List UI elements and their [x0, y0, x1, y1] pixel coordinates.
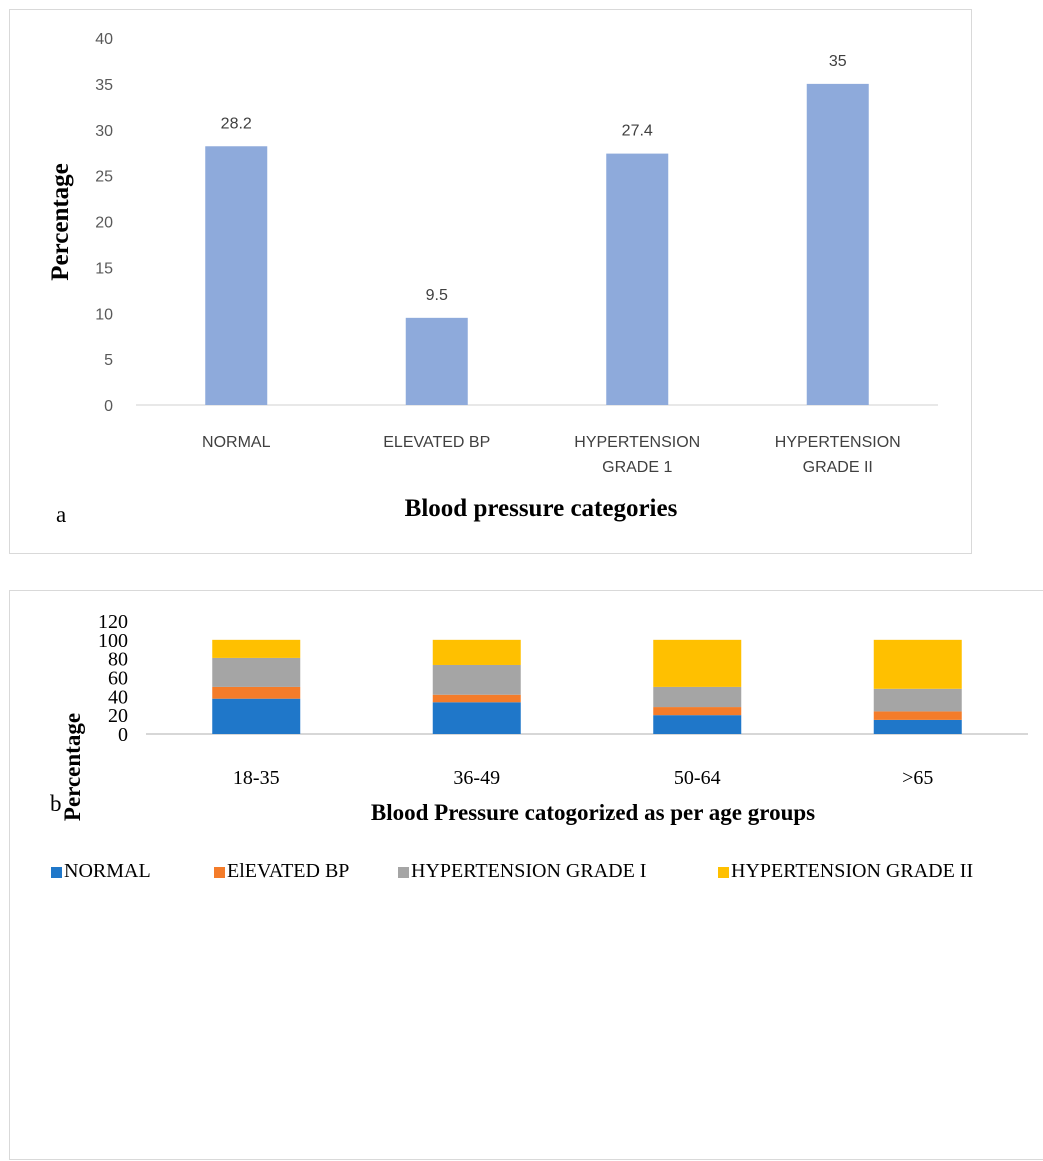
stacked-bar-segment	[432, 664, 521, 695]
legend-label: ElEVATED BP	[227, 860, 349, 882]
legend-label: HYPERTENSION GRADE II	[731, 860, 973, 882]
legend-item: NORMAL	[51, 860, 151, 882]
y-tick-label: 0	[104, 398, 113, 415]
x-tick-label: HYPERTENSION	[775, 434, 901, 451]
y-tick-label: 0	[118, 724, 128, 746]
legend-label: NORMAL	[64, 860, 151, 882]
stacked-bar-segment	[653, 715, 742, 734]
chart-panel-a: 0 5 10 15 20 25 30 35 40 28.2 NORMAL 9.5 ELEVATED BP…	[9, 9, 972, 554]
y-tick-label: 40	[108, 686, 128, 708]
x-tick-label: GRADE 1	[602, 459, 672, 476]
x-tick-label: GRADE II	[803, 459, 873, 476]
stacked-bar-segment	[873, 719, 962, 734]
y-tick-label: 120	[98, 611, 128, 633]
legend-swatch	[51, 867, 62, 878]
bar	[806, 83, 869, 405]
bar	[606, 153, 669, 405]
stacked-bar-segment	[653, 639, 742, 687]
panel-letter: b	[50, 791, 62, 816]
stacked-bar-segment	[873, 711, 962, 720]
data-label: 28.2	[221, 115, 252, 132]
stacked-bar-segment	[212, 639, 301, 658]
legend-item: ElEVATED BP	[214, 860, 349, 882]
x-axis-title: Blood pressure categories	[405, 495, 678, 522]
data-label: 9.5	[426, 287, 448, 304]
stacked-bar-segment	[212, 686, 301, 699]
x-axis-title: Blood Pressure catogorized as per age gr…	[371, 800, 815, 825]
stacked-bar-segment	[653, 686, 742, 708]
x-tick-label: >65	[902, 767, 933, 789]
data-label: 27.4	[622, 123, 653, 140]
y-axis-title: Percentage	[47, 163, 74, 281]
stacked-bar-segment	[432, 639, 521, 665]
legend-swatch	[214, 867, 225, 878]
x-tick-label: NORMAL	[202, 434, 271, 451]
legend-swatch	[398, 867, 409, 878]
x-tick-label: ELEVATED BP	[383, 434, 490, 451]
stacked-bar-segment	[212, 698, 301, 734]
y-tick-label: 25	[95, 169, 113, 186]
stacked-bar-segment	[873, 688, 962, 712]
y-tick-label: 30	[95, 123, 113, 140]
y-tick-label: 10	[95, 306, 113, 323]
y-tick-label: 40	[95, 31, 113, 48]
stacked-bar-segment	[873, 639, 962, 689]
y-tick-label: 60	[108, 668, 128, 690]
bar	[205, 146, 268, 405]
stacked-bar-segment	[212, 657, 301, 687]
stacked-bar-segment	[432, 694, 521, 703]
stacked-bar-segment	[432, 702, 521, 734]
legend-item: HYPERTENSION GRADE I	[398, 860, 646, 882]
x-tick-label: 36-49	[453, 767, 500, 789]
y-axis-title: Percentage	[60, 713, 85, 821]
chart-panel-b: 0 20 40 60 80 100 120 18-35 36-49 50-64 >65 Percent…	[9, 590, 1043, 1160]
legend-item: HYPERTENSION GRADE II	[718, 860, 973, 882]
y-tick-label: 35	[95, 77, 113, 94]
legend-label: HYPERTENSION GRADE I	[411, 860, 646, 882]
data-label: 35	[829, 53, 847, 70]
y-tick-label: 5	[104, 352, 113, 369]
stacked-bar-segment	[653, 707, 742, 716]
y-tick-label: 80	[108, 649, 128, 671]
panel-letter: a	[56, 502, 66, 527]
x-tick-label: HYPERTENSION	[574, 434, 700, 451]
y-tick-label: 15	[95, 260, 113, 277]
y-tick-label: 20	[108, 705, 128, 727]
x-tick-label: 18-35	[233, 767, 280, 789]
y-tick-label: 100	[98, 630, 128, 652]
bar	[405, 317, 468, 405]
y-tick-label: 20	[95, 215, 113, 232]
legend-swatch	[718, 867, 729, 878]
x-tick-label: 50-64	[674, 767, 721, 789]
bar-chart-a: 0 5 10 15 20 25 30 35 40 28.2 NORMAL 9.5 ELEVATED BP…	[47, 31, 938, 527]
